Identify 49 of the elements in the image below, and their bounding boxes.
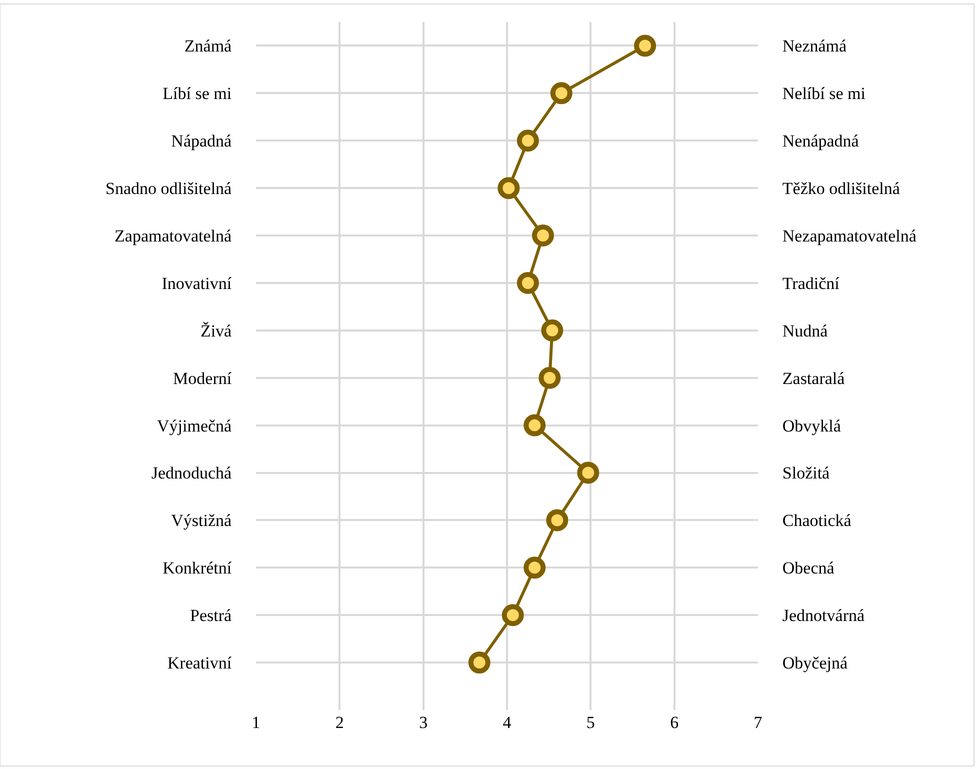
- y2-tick-label: Neznámá: [782, 36, 848, 56]
- x-tick-label: 6: [670, 713, 679, 732]
- y-tick-label: Nápadná: [171, 132, 232, 151]
- point: [541, 319, 564, 342]
- x-tick-label: 4: [502, 713, 512, 732]
- point: [468, 652, 490, 674]
- y2-tick-label: Nudná: [782, 321, 828, 340]
- y2-tick-label: Těžko odlišitelná: [782, 179, 900, 198]
- y2-tick-label: Složitá: [782, 464, 830, 483]
- point: [577, 462, 600, 484]
- y2-tick-label: Obvyklá: [782, 416, 842, 436]
- y-tick-label: Výstižná: [171, 511, 232, 530]
- y2-tick-label: Chaotická: [782, 511, 852, 530]
- point: [538, 366, 561, 389]
- point: [546, 509, 568, 532]
- y-tick-label: Živá: [200, 321, 232, 340]
- x-tick-label: 5: [586, 713, 595, 732]
- y-tick-label: Inovativní: [162, 274, 232, 293]
- point: [516, 272, 539, 294]
- point: [524, 414, 546, 436]
- y2-tick-label: Nelíbí se mi: [782, 84, 866, 104]
- y-tick-label: Zapamatovatelná: [114, 226, 232, 246]
- point: [634, 34, 656, 57]
- x-tick-label: 1: [252, 713, 260, 732]
- point: [524, 556, 546, 579]
- x-tick-label: 3: [419, 713, 428, 732]
- y2-tick-label: Jednotvárná: [782, 606, 865, 626]
- point: [516, 130, 539, 152]
- y-tick-label: Líbí se mi: [162, 84, 232, 104]
- y-tick-label: Moderní: [173, 368, 232, 388]
- y-tick-label: Pestrá: [190, 606, 232, 626]
- y-tick-label: Výjimečná: [157, 416, 232, 436]
- y2-tick-label: Nenápadná: [782, 132, 860, 151]
- y2-tick-label: Zastaralá: [782, 368, 846, 388]
- point: [498, 177, 520, 200]
- y-tick-label: Kreativní: [167, 654, 232, 672]
- y-tick-label: Konkrétní: [162, 558, 232, 578]
- x-tick-label: 7: [754, 713, 763, 732]
- y-tick-label: Snadno odlišitelná: [106, 179, 232, 198]
- y-tick-label: Známá: [184, 36, 232, 56]
- y2-tick-label: Obyčejná: [782, 654, 848, 672]
- x-tick-label: 2: [335, 713, 344, 732]
- point: [502, 604, 524, 626]
- point: [532, 224, 554, 247]
- y2-tick-label: Obecná: [782, 558, 835, 578]
- y-tick-label: Jednoduchá: [151, 464, 232, 483]
- y2-tick-label: Tradiční: [782, 274, 840, 293]
- point: [550, 82, 572, 104]
- y2-tick-label: Nezapamatovatelná: [782, 226, 917, 246]
